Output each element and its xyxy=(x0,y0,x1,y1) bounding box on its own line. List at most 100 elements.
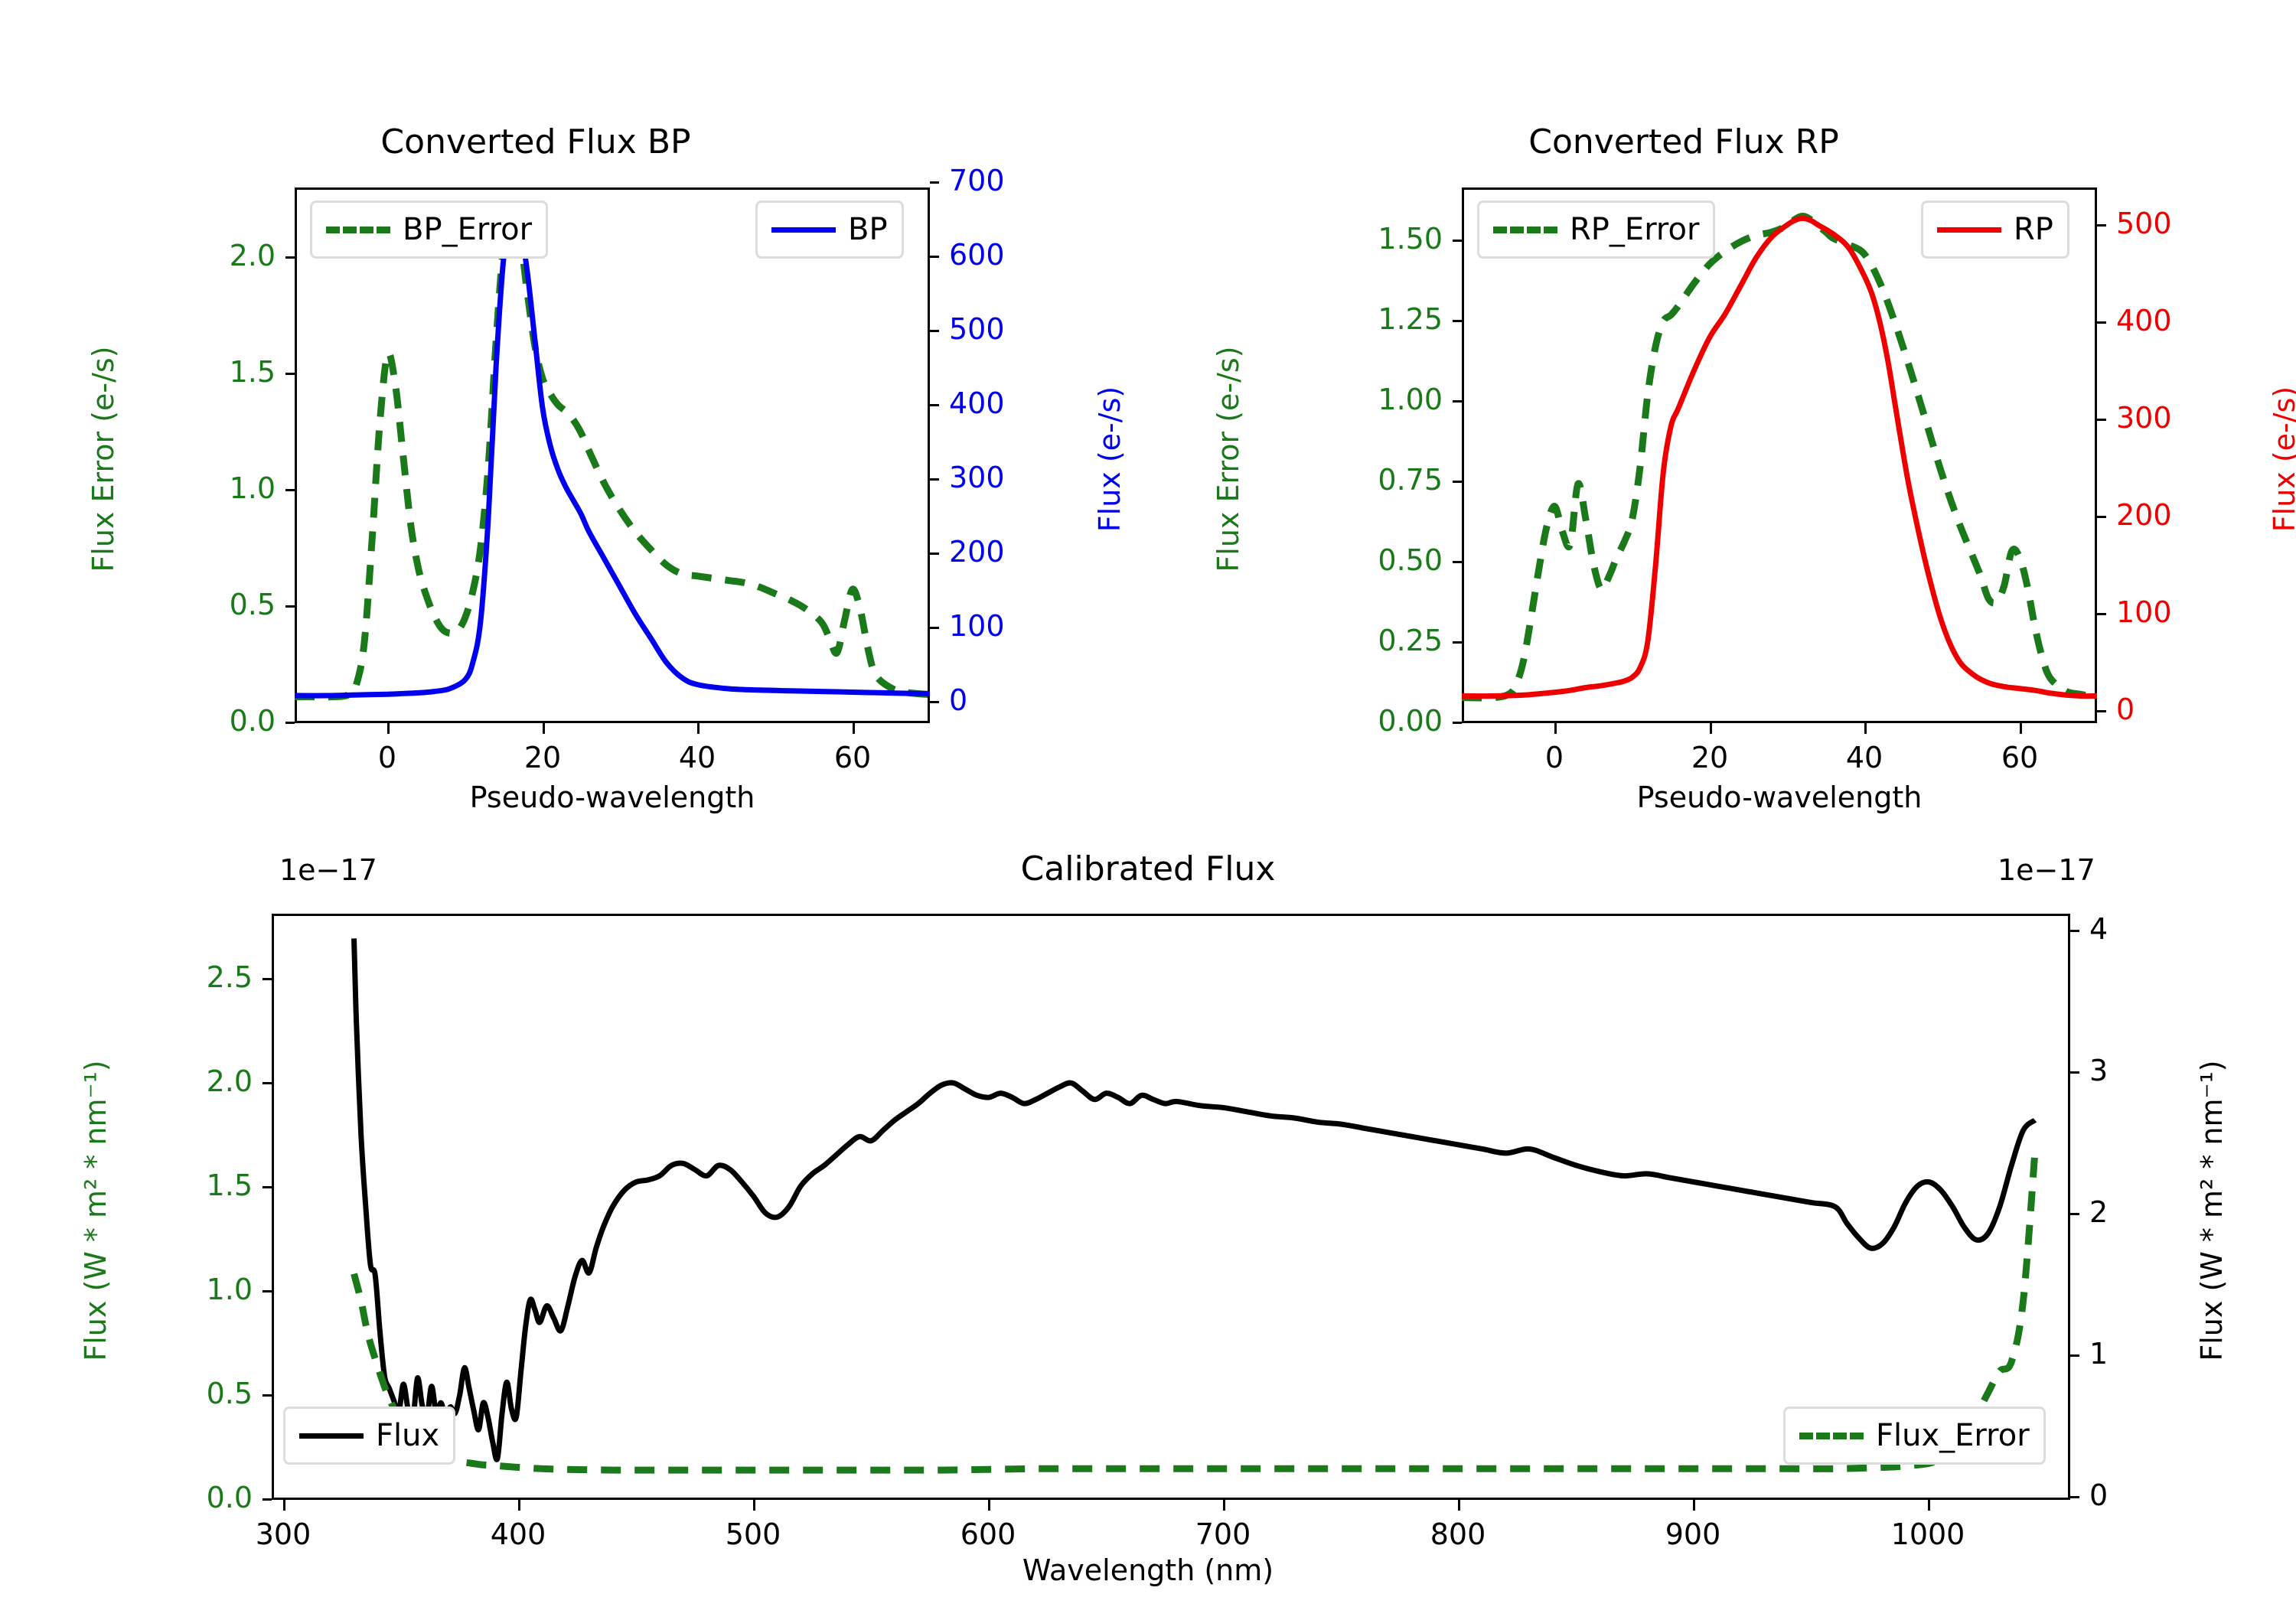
flux-error-legend-swatch xyxy=(1799,1432,1864,1439)
cal-xtick-label-7: 1000 xyxy=(1890,1517,1965,1551)
cal-xtick-0 xyxy=(283,1500,285,1511)
cal-xtick-1 xyxy=(518,1500,520,1511)
bp-ytick-left-4 xyxy=(285,256,295,259)
rp-xtick-label-0: 0 xyxy=(1544,741,1564,774)
rp-ytick-label-left-0: 0.00 xyxy=(1378,704,1443,738)
bp-xtick-label-0: 0 xyxy=(377,741,397,774)
cal-ytick-right-4 xyxy=(2070,930,2079,932)
bp-xtick-2 xyxy=(697,723,700,734)
bp-legend-swatch xyxy=(771,227,836,233)
cal-ytick-label-right-0: 0 xyxy=(2089,1478,2108,1512)
bp-ytick-label-right-6: 600 xyxy=(949,238,1005,272)
rp-xtick-label-2: 40 xyxy=(1845,741,1883,774)
bp-ytick-label-left-1: 0.5 xyxy=(229,588,276,621)
rp-ytick-right-0 xyxy=(2097,710,2106,712)
rp-ytick-left-4 xyxy=(1453,400,1462,403)
cal-xtick-label-2: 500 xyxy=(725,1517,781,1551)
cal-ytick-left-3 xyxy=(263,1186,272,1188)
rp-ytick-label-left-3: 0.75 xyxy=(1378,463,1443,497)
bp-ytick-left-2 xyxy=(285,489,295,491)
calibrated-xlabel: Wavelength (nm) xyxy=(1022,1553,1274,1587)
cal-ytick-left-2 xyxy=(263,1290,272,1292)
rp-ytick-right-5 xyxy=(2097,224,2106,227)
calibrated-title: Calibrated Flux xyxy=(1020,849,1276,888)
bp-ytick-right-2 xyxy=(930,553,939,555)
bp-ytick-left-3 xyxy=(285,373,295,375)
bp-xlabel: Pseudo-wavelength xyxy=(469,781,755,814)
cal-ytick-label-left-0: 0.0 xyxy=(206,1481,253,1514)
bp-ytick-label-left-4: 2.0 xyxy=(229,239,276,272)
cal-xtick-7 xyxy=(1928,1500,1930,1511)
rp-ytick-label-right-2: 200 xyxy=(2116,498,2172,532)
calibrated-legend-flux[interactable]: Flux xyxy=(283,1407,456,1465)
panel-calibrated-flux: Calibrated Flux 1e−17 1e−17 0.0 0.5 1.0 … xyxy=(0,819,2296,1607)
bp-legend-error[interactable]: BP_Error xyxy=(310,200,549,259)
series-bp xyxy=(295,208,930,699)
calibrated-offset-right: 1e−17 xyxy=(1998,853,2095,887)
cal-xtick-2 xyxy=(753,1500,755,1511)
rp-ytick-left-1 xyxy=(1453,641,1462,644)
rp-ytick-label-left-2: 0.50 xyxy=(1378,543,1443,577)
bp-ytick-label-right-2: 200 xyxy=(949,535,1005,569)
rp-ytick-left-2 xyxy=(1453,561,1462,563)
calibrated-curves xyxy=(351,938,2039,1474)
bp-ytick-label-right-7: 700 xyxy=(949,164,1005,197)
panel-converted-flux-bp: Converted Flux BP 0.0 0.5 1.0 1.5 2.0 0 … xyxy=(0,0,1148,819)
bp-xtick-label-1: 20 xyxy=(523,741,562,774)
rp-ytick-right-3 xyxy=(2097,419,2106,421)
rp-ytick-label-left-6: 1.50 xyxy=(1378,222,1443,256)
flux-legend-swatch xyxy=(299,1433,364,1439)
cal-xtick-label-6: 900 xyxy=(1665,1517,1721,1551)
rp-ytick-right-1 xyxy=(2097,613,2106,615)
bp-ytick-right-3 xyxy=(930,478,939,481)
bp-xtick-3 xyxy=(853,723,855,734)
bp-ytick-label-right-4: 400 xyxy=(949,386,1005,420)
rp-ytick-right-2 xyxy=(2097,516,2106,518)
bp-title: Converted Flux BP xyxy=(380,122,691,161)
bp-curves xyxy=(295,208,930,701)
rp-legend-label: RP xyxy=(2014,212,2053,247)
rp-error-legend-swatch xyxy=(1493,226,1557,233)
bp-ytick-label-left-3: 1.5 xyxy=(229,355,276,389)
cal-ytick-right-0 xyxy=(2070,1496,2079,1498)
cal-xtick-5 xyxy=(1458,1500,1460,1511)
rp-legend-flux[interactable]: RP xyxy=(1921,200,2069,259)
bp-error-legend-label: BP_Error xyxy=(403,212,533,247)
cal-ytick-label-right-4: 4 xyxy=(2089,912,2108,946)
bp-legend-flux[interactable]: BP xyxy=(755,200,904,259)
rp-xtick-3 xyxy=(2020,723,2022,734)
bp-ytick-label-right-3: 300 xyxy=(949,461,1005,494)
bp-ytick-label-left-2: 1.0 xyxy=(229,471,276,505)
cal-ytick-left-4 xyxy=(263,1082,272,1084)
rp-ytick-label-left-1: 0.25 xyxy=(1378,624,1443,657)
rp-ytick-label-right-0: 0 xyxy=(2116,693,2135,726)
bp-ytick-label-right-5: 500 xyxy=(949,312,1005,346)
rp-error-legend-label: RP_Error xyxy=(1570,212,1700,247)
cal-ytick-label-left-5: 2.5 xyxy=(206,960,253,994)
calibrated-axes-frame xyxy=(272,914,2070,1500)
cal-ytick-label-left-2: 1.0 xyxy=(206,1273,253,1306)
series-flux xyxy=(351,938,2037,1462)
bp-xtick-label-3: 60 xyxy=(833,741,872,774)
cal-ytick-label-right-3: 3 xyxy=(2089,1054,2108,1087)
bp-ytick-right-4 xyxy=(930,404,939,406)
cal-xtick-label-1: 400 xyxy=(490,1517,546,1551)
flux-legend-label: Flux xyxy=(376,1418,440,1453)
series-rp xyxy=(1462,215,2097,699)
cal-ytick-label-left-3: 1.5 xyxy=(206,1169,253,1202)
rp-legend-swatch xyxy=(1937,227,2001,233)
bp-ytick-label-right-1: 100 xyxy=(949,609,1005,643)
bp-legend-label: BP xyxy=(848,212,888,247)
bp-ytick-right-6 xyxy=(930,256,939,258)
rp-ytick-left-6 xyxy=(1453,240,1462,242)
calibrated-legend-flux-error[interactable]: Flux_Error xyxy=(1783,1407,2046,1465)
rp-legend-error[interactable]: RP_Error xyxy=(1477,200,1716,259)
series-rp-error xyxy=(1462,213,2097,702)
bp-error-legend-swatch xyxy=(326,226,390,233)
bp-ytick-left-1 xyxy=(285,605,295,608)
rp-axes-frame xyxy=(1462,187,2097,723)
rp-ytick-label-right-4: 400 xyxy=(2116,304,2172,337)
cal-ytick-label-right-2: 2 xyxy=(2089,1195,2108,1229)
bp-ytick-right-1 xyxy=(930,627,939,629)
